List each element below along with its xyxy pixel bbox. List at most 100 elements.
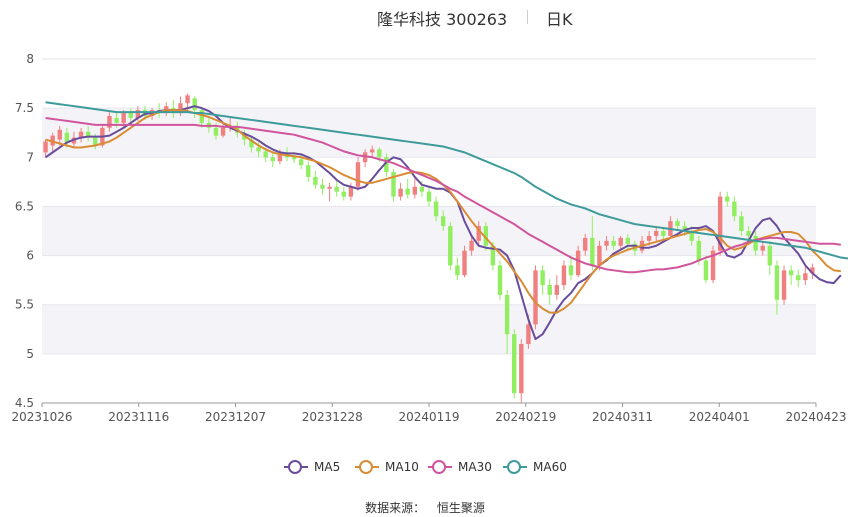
candle-body — [249, 139, 254, 148]
candle-body — [774, 265, 780, 300]
candle-body — [689, 231, 694, 241]
candle-body — [710, 250, 716, 281]
y-tick-label: 6 — [26, 249, 34, 263]
x-tick-label: 20231207 — [205, 410, 266, 424]
candle-body — [455, 265, 460, 276]
candle-body — [320, 184, 325, 189]
candle-body — [746, 231, 751, 236]
legend-label: MA5 — [314, 460, 341, 474]
candle-body — [398, 188, 403, 197]
ma-line-ma60 — [45, 101, 849, 260]
background-band — [42, 108, 816, 158]
legend-marker — [284, 460, 308, 474]
x-tick-label: 20240401 — [689, 410, 750, 424]
data-source: 数据来源： 恒生聚源 — [0, 499, 850, 516]
legend-item-ma10[interactable]: MA10 — [355, 458, 419, 476]
candle-body — [78, 131, 84, 138]
candle-body — [64, 132, 70, 143]
candle-body — [369, 149, 375, 153]
legend-label: MA10 — [385, 460, 419, 474]
y-axis: 4.5 5 5.5 6 6.5 7 7.5 8 — [15, 52, 34, 410]
candle-body — [178, 103, 183, 114]
candlestick-series — [43, 93, 815, 403]
candle-body — [732, 201, 737, 217]
candle-body — [526, 324, 531, 345]
candle-body — [57, 129, 62, 140]
candle-body — [128, 113, 133, 118]
candle-body — [803, 273, 808, 281]
candle-body — [583, 237, 588, 251]
candle-body — [43, 141, 48, 153]
candle-body — [788, 270, 794, 276]
candle-body — [604, 240, 609, 246]
y-tick-label: 8 — [26, 52, 34, 66]
candle-body — [654, 231, 659, 236]
candle-body — [575, 250, 581, 276]
candle-body — [85, 131, 91, 138]
candle-body — [568, 265, 574, 276]
candle-body — [810, 267, 815, 274]
candle-body — [760, 245, 765, 251]
candle-body — [348, 186, 354, 197]
candle-body — [767, 245, 773, 266]
candle-body — [796, 275, 801, 281]
x-axis: 20231026 20231116 20231207 20231228 20240119… — [11, 402, 847, 424]
candle-body — [476, 226, 481, 241]
source-label: 数据来源： — [365, 501, 426, 515]
x-tick-label: 20240219 — [495, 410, 556, 424]
candle-body — [717, 196, 723, 251]
candle-body — [646, 235, 652, 241]
y-tick-label: 5.5 — [15, 298, 34, 312]
candle-body — [625, 237, 631, 244]
candle-body — [391, 172, 396, 197]
candle-body — [540, 270, 545, 286]
candle-body — [547, 285, 552, 295]
candle-body — [263, 151, 268, 158]
candle-body — [334, 186, 339, 192]
candle-body — [753, 235, 758, 251]
candle-body — [298, 159, 304, 166]
candle-body — [419, 186, 425, 192]
candle-body — [355, 162, 361, 187]
candle-body — [121, 113, 126, 123]
kline-chart[interactable]: 4.5 5 5.5 6 6.5 7 7.5 8 20231026 20231116 2023120… — [0, 0, 850, 450]
legend-item-ma5[interactable]: MA5 — [284, 458, 340, 476]
candle-body — [426, 191, 432, 202]
candle-body — [313, 176, 318, 185]
candle-body — [192, 98, 197, 111]
y-tick-label: 4.5 — [15, 396, 34, 410]
candle-body — [739, 216, 744, 231]
candle-body — [213, 127, 219, 136]
candle-body — [682, 226, 687, 231]
period-label: 日K — [546, 10, 573, 29]
y-tick-label: 6.5 — [15, 199, 34, 213]
candle-body — [483, 226, 489, 246]
candle-body — [497, 265, 503, 295]
x-tick-label: 20240119 — [398, 410, 459, 424]
candle-body — [412, 186, 417, 195]
candle-body — [469, 240, 474, 251]
candle-body — [433, 201, 439, 217]
y-tick-label: 7 — [26, 150, 34, 164]
candle-body — [384, 157, 389, 173]
candle-body — [405, 188, 410, 195]
candle-body — [270, 157, 275, 162]
source-value: 恒生聚源 — [436, 501, 485, 515]
candle-body — [533, 270, 538, 325]
legend-item-ma30[interactable]: MA30 — [428, 458, 492, 476]
candle-body — [504, 294, 510, 335]
ma-line-ma30 — [45, 116, 841, 274]
candle-body — [519, 344, 524, 394]
candle-body — [199, 110, 204, 123]
candle-body — [618, 237, 623, 246]
candle-body — [306, 165, 311, 177]
candle-body — [377, 149, 382, 158]
candle-body — [675, 221, 680, 227]
legend-marker — [503, 460, 527, 474]
candle-body — [135, 110, 141, 118]
candle-body — [448, 226, 453, 266]
candle-body — [114, 117, 119, 123]
legend-item-ma60[interactable]: MA60 — [503, 458, 567, 476]
x-tick-label: 20231228 — [302, 410, 363, 424]
candle-body — [611, 240, 616, 246]
